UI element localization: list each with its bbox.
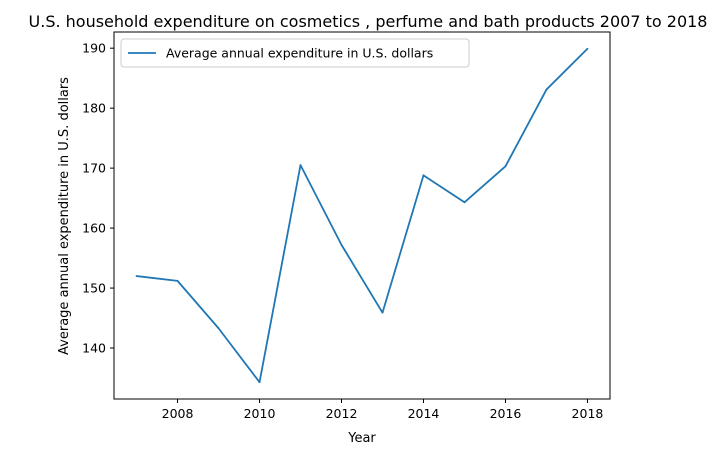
plot-frame — [113, 31, 611, 400]
series-line — [136, 48, 589, 384]
data-point — [586, 47, 589, 50]
data-point — [340, 243, 343, 246]
y-axis-label: Average annual expenditure in U.S. dolla… — [57, 77, 72, 355]
y-tick-label: 150 — [82, 281, 106, 296]
y-tick-label: 190 — [82, 41, 106, 56]
data-point — [422, 174, 425, 177]
data-point — [299, 164, 302, 167]
x-axis-label: Year — [347, 431, 376, 446]
chart-title: U.S. household expenditure on cosmetics … — [29, 12, 708, 31]
data-point — [135, 275, 138, 277]
y-tick-label: 170 — [82, 161, 106, 176]
y-tick-label: 160 — [82, 221, 106, 236]
legend-box — [120, 38, 470, 68]
x-tick-label: 2010 — [244, 406, 276, 421]
x-tick-label: 2018 — [572, 406, 604, 421]
y-tick-label: 140 — [82, 341, 106, 356]
series-layer — [135, 47, 589, 384]
data-point — [217, 327, 220, 330]
data-point — [258, 381, 261, 384]
data-point — [176, 279, 179, 282]
data-point — [545, 88, 548, 91]
data-point — [504, 165, 507, 168]
data-point — [463, 201, 466, 204]
plot-background — [114, 32, 610, 399]
plot-area: 2008 2010 2012 2014 2016 2018 140 150 160 170 180… — [82, 31, 611, 421]
y-axis-ticks: 140 150 160 170 180 190 — [82, 41, 114, 356]
x-tick-label: 2016 — [490, 406, 522, 421]
x-tick-label: 2012 — [326, 406, 358, 421]
legend: Average annual expenditure in U.S. dolla… — [120, 38, 470, 68]
x-tick-label: 2014 — [408, 406, 440, 421]
y-tick-label: 180 — [82, 101, 106, 116]
x-tick-label: 2008 — [162, 406, 194, 421]
x-axis-ticks: 2008 2010 2012 2014 2016 2018 — [162, 399, 604, 421]
legend-entry-label: Average annual expenditure in U.S. dolla… — [166, 46, 433, 61]
data-point — [381, 311, 384, 314]
